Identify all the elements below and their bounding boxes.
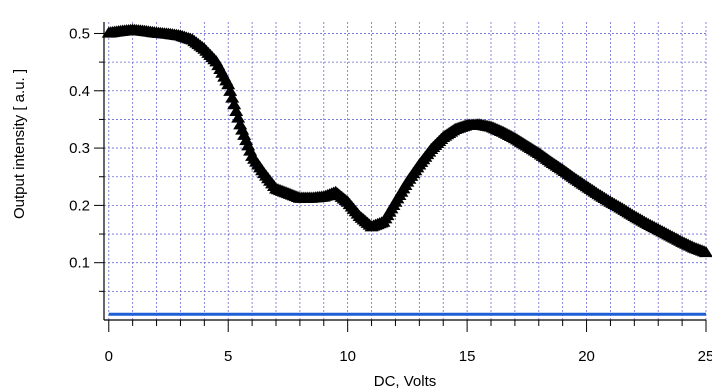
triangle-marker [221,78,236,90]
x-tick-label: 15 [459,348,476,365]
triangle-marker [231,111,246,123]
triangle-marker [227,98,242,110]
y-tick-label: 0.2 [69,197,90,214]
ticks: 0 5 10 15 20 25 0.1 0.2 0.3 0.4 0.5 [69,25,712,365]
triangle-marker [229,104,244,116]
x-tick-label: 25 [698,348,712,365]
triangle-marker [225,91,240,103]
y-axis-label: Output intensity [ a.u. ] [11,69,28,219]
x-tick-label: 20 [578,348,595,365]
triangle-marker [699,245,712,258]
plot-area [101,23,712,316]
x-tick-label: 10 [339,348,356,365]
y-tick-label: 0.4 [69,83,90,100]
x-tick-label: 0 [105,348,113,365]
y-tick-label: 0.5 [69,25,90,42]
x-tick-label: 5 [224,348,232,365]
triangle-marker [223,84,238,96]
y-tick-label: 0.1 [69,255,90,272]
y-tick-label: 0.3 [69,140,90,157]
axes [103,22,706,321]
x-axis-label: DC, Volts [374,373,437,389]
grid [104,22,707,320]
triangle-series [101,23,712,258]
